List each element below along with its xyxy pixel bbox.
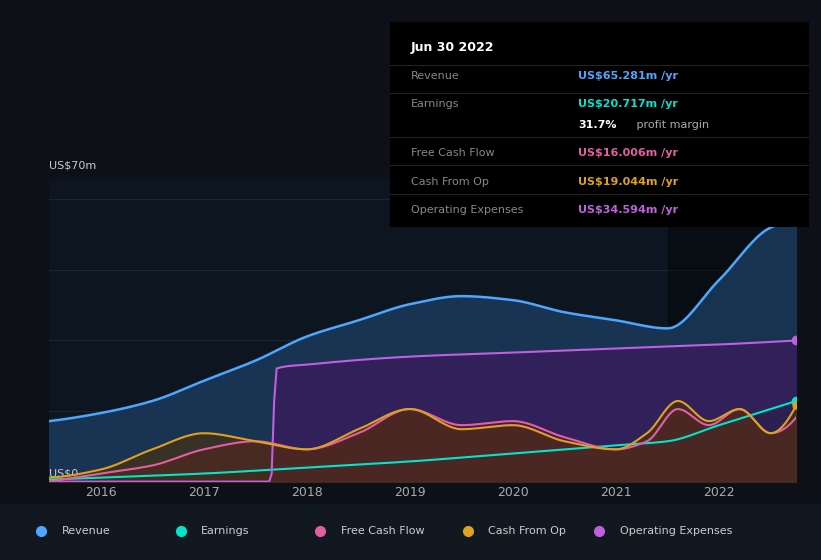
Text: profit margin: profit margin — [633, 120, 709, 129]
Text: US$70m: US$70m — [49, 160, 97, 170]
Text: US$65.281m /yr: US$65.281m /yr — [579, 71, 678, 81]
Text: Jun 30 2022: Jun 30 2022 — [410, 41, 494, 54]
Text: Operating Expenses: Operating Expenses — [410, 206, 523, 216]
Text: US$16.006m /yr: US$16.006m /yr — [579, 148, 678, 158]
Text: US$20.717m /yr: US$20.717m /yr — [579, 99, 678, 109]
Text: Earnings: Earnings — [410, 99, 460, 109]
Text: 31.7%: 31.7% — [579, 120, 617, 129]
Text: Free Cash Flow: Free Cash Flow — [410, 148, 494, 158]
Text: US$19.044m /yr: US$19.044m /yr — [579, 177, 679, 187]
Text: Operating Expenses: Operating Expenses — [620, 526, 732, 536]
Text: Earnings: Earnings — [201, 526, 250, 536]
Text: US$0: US$0 — [49, 469, 79, 479]
Bar — [667, 179, 796, 482]
Text: Free Cash Flow: Free Cash Flow — [341, 526, 424, 536]
Text: Cash From Op: Cash From Op — [410, 177, 488, 187]
Text: Revenue: Revenue — [410, 71, 460, 81]
Text: Revenue: Revenue — [62, 526, 110, 536]
Text: Cash From Op: Cash From Op — [488, 526, 566, 536]
Text: US$34.594m /yr: US$34.594m /yr — [579, 206, 678, 216]
